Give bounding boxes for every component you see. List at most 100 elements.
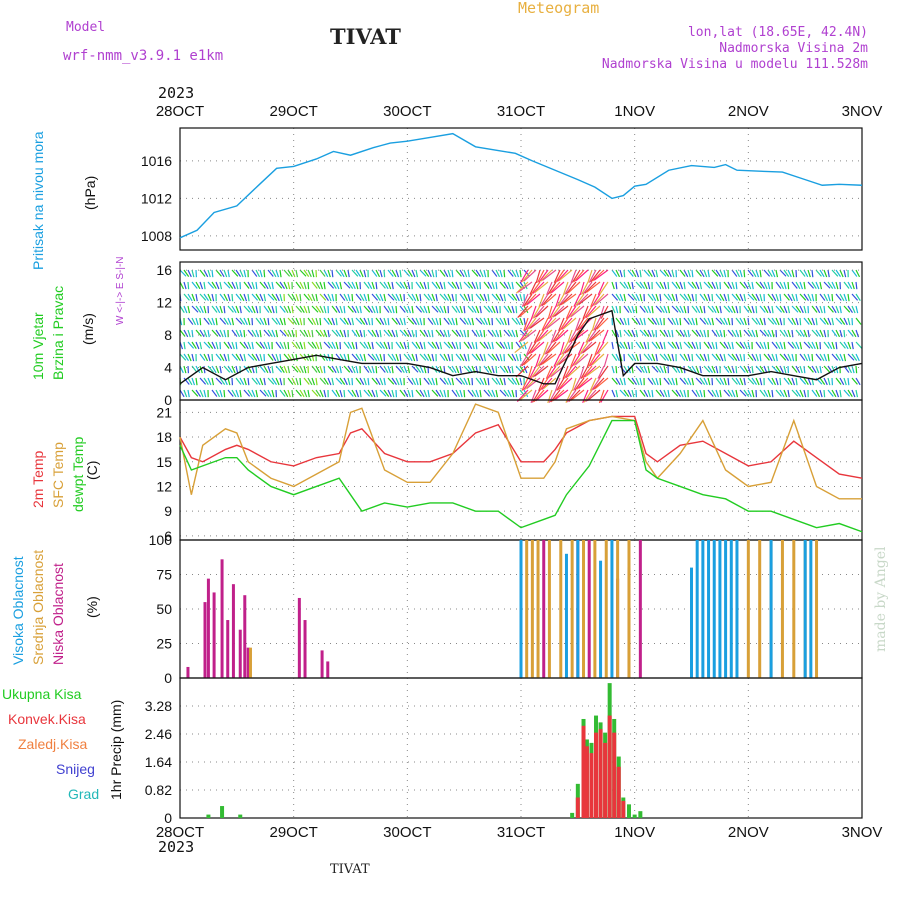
- wind-barb: [807, 341, 814, 349]
- wind-barb: [855, 293, 861, 302]
- wind-barb: [517, 281, 533, 293]
- wind-barb: [243, 353, 247, 362]
- wind-barb: [627, 341, 631, 350]
- wind-barb: [307, 377, 313, 386]
- wind-barb: [231, 293, 234, 302]
- wind-barb: [307, 389, 310, 398]
- wind-barb: [707, 341, 713, 350]
- wind-barb: [775, 293, 779, 302]
- wind-barb: [199, 377, 207, 385]
- wind-barb: [771, 341, 778, 349]
- wind-barb: [711, 293, 714, 302]
- wind-barb: [759, 389, 766, 397]
- wind-barb: [559, 293, 573, 306]
- wind-barb: [467, 305, 474, 313]
- wind-barb: [835, 269, 841, 278]
- wind-barb: [827, 293, 831, 302]
- wind-barb: [577, 341, 585, 355]
- wind-barb: [355, 389, 360, 398]
- wind-barb: [243, 365, 250, 373]
- bar: [297, 597, 301, 678]
- wind-barb: [639, 365, 645, 374]
- wind-barb: [247, 353, 255, 361]
- wind-barb: [319, 281, 324, 290]
- wind-barb: [219, 377, 226, 385]
- altitude-text: Nadmorska Visina 2m: [719, 41, 868, 56]
- bar: [525, 540, 529, 678]
- wind-barb: [259, 365, 266, 373]
- wind-barb: [359, 305, 362, 314]
- wind-barb: [699, 329, 704, 338]
- wind-barb: [471, 317, 475, 326]
- wind-barb: [582, 281, 593, 295]
- wind-barb: [763, 341, 767, 350]
- wind-barb: [299, 341, 304, 350]
- wind-barb: [419, 353, 427, 361]
- wind-barb: [590, 269, 601, 283]
- wind-barb: [235, 305, 240, 314]
- wind-barb: [191, 269, 195, 278]
- wind-barb: [577, 317, 589, 331]
- wind-barb: [359, 293, 365, 302]
- wind-barb: [623, 281, 629, 290]
- wind-barb: [195, 377, 198, 386]
- wind-barb: [303, 329, 309, 338]
- wind-barb: [519, 377, 523, 386]
- wind-barb: [375, 377, 381, 386]
- wind-barb: [535, 269, 541, 284]
- wind-barb: [235, 293, 242, 301]
- wind-barb: [351, 353, 359, 361]
- wind-barb: [435, 329, 442, 337]
- wind-barb: [747, 305, 753, 314]
- wind-barb: [719, 329, 723, 338]
- wind-barb: [559, 317, 569, 331]
- wind-barb: [319, 341, 323, 350]
- wind-barb: [287, 377, 294, 385]
- wind-barb: [419, 341, 424, 350]
- wind-barb: [287, 293, 294, 301]
- wind-barb: [751, 305, 755, 314]
- wind-barb: [691, 269, 694, 278]
- wind-barb: [323, 281, 326, 290]
- wind-barb: [651, 317, 657, 326]
- wind-barb: [495, 341, 503, 349]
- wind-barb: [679, 377, 687, 385]
- wind-barb: [391, 305, 395, 314]
- wind-barb: [231, 389, 237, 398]
- series-line: [179, 415, 863, 479]
- wind-barb: [615, 293, 621, 302]
- wind-barb: [483, 377, 487, 386]
- wind-barb: [203, 281, 206, 290]
- wind-barb: [199, 281, 204, 290]
- wind-barb: [538, 377, 545, 392]
- wind-barb: [431, 377, 436, 386]
- wind-barb: [611, 293, 619, 301]
- wind-barb: [319, 329, 325, 338]
- wind-barb: [299, 317, 303, 326]
- wind-barb: [391, 365, 394, 374]
- wind-barb: [347, 281, 354, 289]
- wind-barb: [187, 377, 193, 386]
- precip-label-snow: Snijeg: [56, 761, 95, 777]
- wind-barb: [491, 281, 495, 290]
- precip-label-total: Ukupna Kisa: [2, 686, 82, 702]
- wind-barb: [519, 317, 524, 326]
- wind-barb: [279, 353, 282, 362]
- wind-barb: [538, 293, 545, 308]
- wind-barb: [759, 329, 767, 337]
- wind-barb: [611, 377, 618, 385]
- wind-barb: [541, 353, 557, 365]
- precip-label-hail: Grad: [68, 786, 100, 802]
- bar: [701, 540, 705, 678]
- wind-barb: [819, 353, 825, 362]
- wind-barb: [731, 281, 735, 290]
- wind-barb: [715, 365, 719, 374]
- wind-barb: [283, 317, 286, 326]
- wind-barb: [327, 329, 330, 338]
- wind-barb: [371, 305, 376, 314]
- wind-barb: [267, 365, 272, 374]
- wind-barb: [540, 269, 553, 282]
- wind-barb: [467, 353, 470, 362]
- bar: [695, 540, 699, 678]
- wind-barb: [835, 317, 843, 325]
